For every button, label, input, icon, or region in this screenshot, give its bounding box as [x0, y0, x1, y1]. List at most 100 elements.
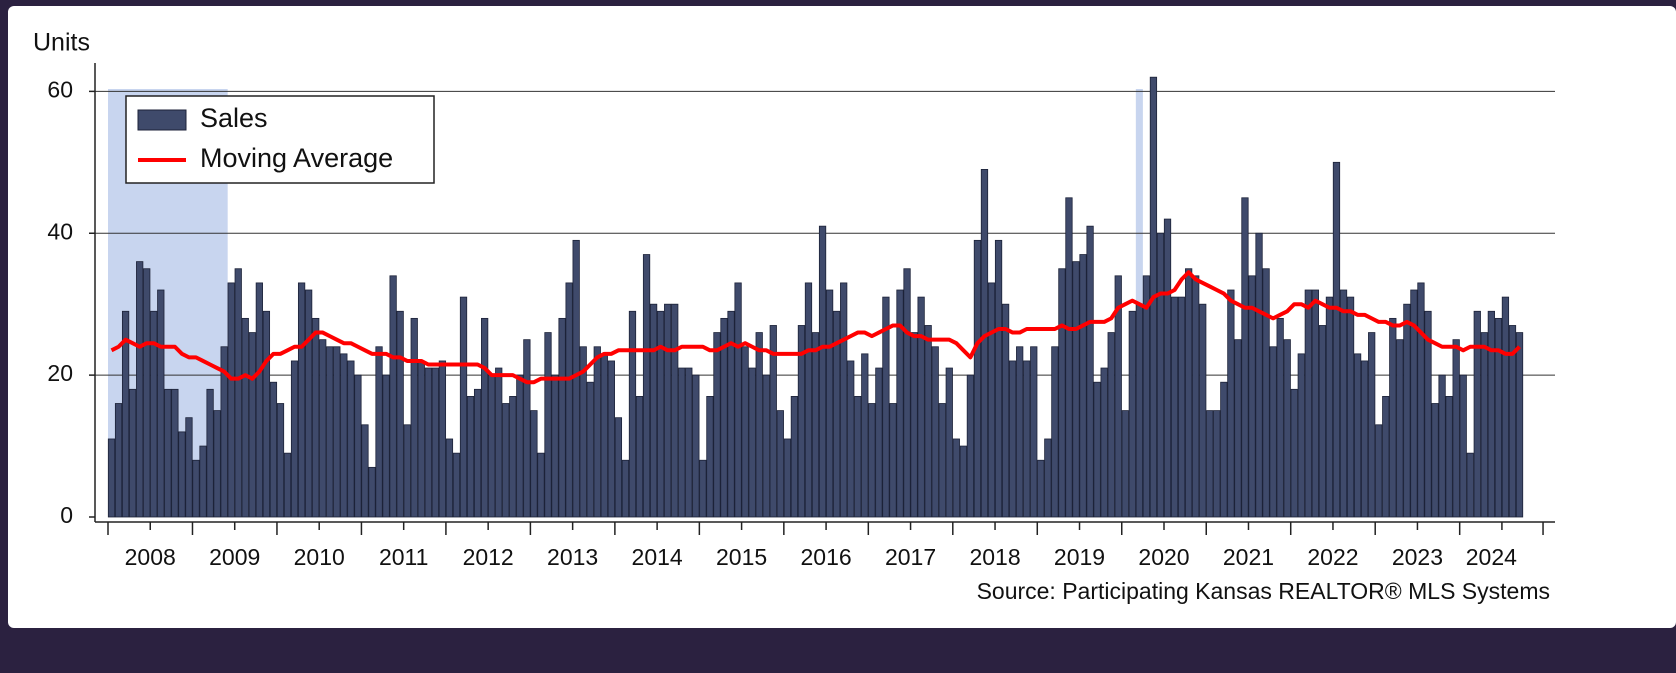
bar — [410, 317, 418, 518]
x-tick-label: 2024 — [1466, 544, 1517, 570]
bar — [565, 282, 573, 518]
bar — [1199, 303, 1207, 518]
bar — [924, 325, 932, 518]
bar — [382, 374, 390, 518]
x-tick-label: 2009 — [209, 544, 260, 570]
legend-label: Moving Average — [200, 143, 393, 173]
bar — [213, 410, 221, 518]
bar — [1051, 346, 1059, 518]
bar — [685, 367, 693, 518]
bar — [276, 403, 285, 518]
bar — [1185, 268, 1193, 518]
bar — [516, 374, 524, 518]
bar — [748, 367, 756, 518]
bar — [678, 367, 686, 518]
legend-swatch — [137, 109, 187, 131]
bar — [1241, 197, 1249, 518]
bar — [572, 239, 580, 518]
bar — [354, 374, 362, 518]
bar — [459, 296, 468, 518]
bar — [1304, 289, 1312, 518]
bar — [889, 403, 897, 518]
bar — [326, 346, 334, 518]
bar — [544, 332, 552, 518]
bar — [1332, 161, 1341, 518]
bar — [150, 310, 158, 518]
bar — [875, 367, 883, 518]
bar — [1107, 332, 1115, 518]
source-note: Source: Participating Kansas REALTOR® ML… — [977, 578, 1550, 604]
bar — [537, 452, 545, 518]
bar — [966, 374, 975, 518]
bar — [790, 396, 799, 518]
bar — [1128, 310, 1136, 518]
bar — [1016, 346, 1024, 518]
bar — [255, 282, 263, 518]
bar — [579, 346, 587, 518]
bar — [607, 360, 615, 518]
bar — [931, 346, 939, 518]
bar — [706, 396, 714, 518]
bar — [741, 346, 749, 518]
bar — [755, 332, 763, 518]
bar — [375, 346, 383, 518]
bar — [227, 282, 235, 518]
bar — [389, 275, 397, 518]
bar — [241, 317, 249, 518]
bar — [1086, 225, 1094, 518]
bar — [621, 459, 630, 518]
bar — [811, 332, 820, 518]
bar — [973, 239, 982, 518]
bar — [185, 417, 193, 518]
bar — [1100, 367, 1108, 518]
bar — [1206, 410, 1214, 518]
bar — [1375, 424, 1383, 518]
bar — [938, 403, 946, 518]
bar — [1438, 374, 1446, 518]
bar — [1410, 289, 1418, 518]
bar — [980, 169, 989, 518]
moving-average-line — [110, 270, 1521, 385]
bar — [502, 403, 510, 518]
bar — [840, 282, 848, 518]
x-tick-label: 2015 — [716, 544, 767, 570]
bar — [1487, 310, 1495, 518]
bar — [1424, 310, 1432, 518]
bar — [396, 310, 404, 518]
bar — [657, 310, 665, 518]
bar — [319, 339, 327, 518]
bar — [945, 367, 953, 518]
bar — [473, 388, 482, 518]
bar — [1353, 353, 1362, 518]
bar — [861, 353, 869, 518]
bar — [1403, 303, 1411, 518]
bar — [868, 403, 876, 518]
bar — [1177, 296, 1186, 518]
bar — [896, 289, 904, 518]
bar — [1445, 396, 1453, 518]
bar — [1079, 254, 1087, 518]
bar — [1269, 346, 1277, 518]
x-tick-label: 2018 — [969, 544, 1020, 570]
bar — [847, 360, 855, 518]
bar — [466, 396, 475, 518]
bar — [1431, 403, 1439, 518]
bar — [600, 353, 608, 518]
bar — [783, 438, 791, 518]
bar — [797, 325, 806, 518]
x-tick-label: 2012 — [463, 544, 514, 570]
bar — [438, 360, 447, 518]
bar — [1135, 303, 1143, 518]
bar — [530, 410, 538, 518]
bar — [1072, 261, 1080, 518]
bar — [509, 396, 517, 518]
bar — [833, 310, 841, 518]
bar — [248, 332, 256, 518]
bar — [1156, 232, 1165, 518]
bar — [699, 459, 707, 518]
bar — [762, 374, 770, 518]
bar — [206, 388, 214, 518]
bar — [1501, 296, 1510, 518]
bar — [1494, 317, 1503, 518]
